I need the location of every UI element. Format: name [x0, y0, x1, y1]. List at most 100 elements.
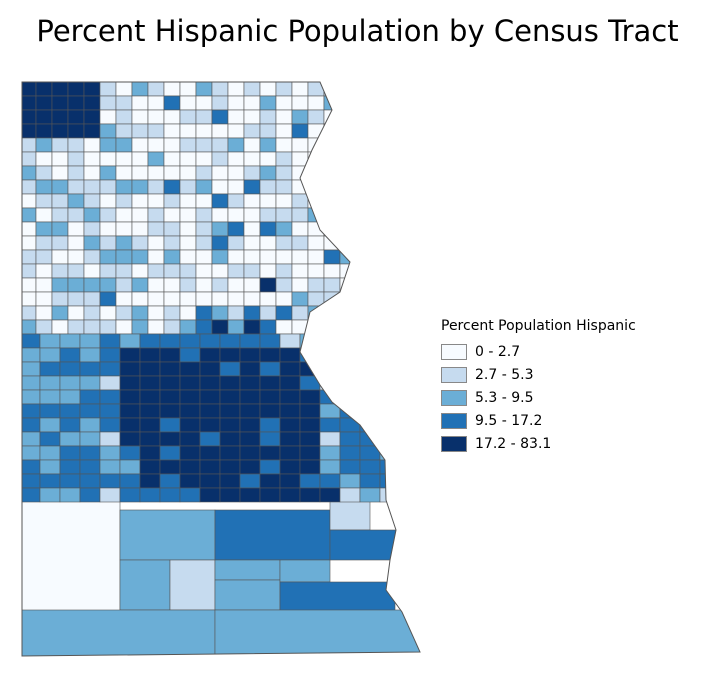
- census-tract[interactable]: [51, 319, 69, 335]
- census-tract[interactable]: [291, 291, 309, 307]
- census-tract[interactable]: [59, 403, 81, 419]
- census-tract[interactable]: [371, 193, 389, 209]
- census-tract[interactable]: [147, 82, 165, 97]
- census-tract[interactable]: [35, 277, 53, 293]
- census-tract[interactable]: [307, 263, 325, 279]
- census-tract[interactable]: [307, 179, 325, 195]
- census-tract[interactable]: [227, 207, 245, 223]
- census-tract[interactable]: [147, 165, 165, 181]
- census-tract[interactable]: [83, 319, 101, 335]
- census-tract[interactable]: [119, 459, 141, 475]
- census-tract[interactable]: [275, 151, 293, 167]
- census-tract[interactable]: [219, 487, 241, 503]
- census-tract[interactable]: [199, 347, 221, 363]
- census-tract[interactable]: [371, 207, 389, 223]
- census-tract[interactable]: [211, 165, 229, 181]
- census-tract[interactable]: [119, 417, 141, 433]
- census-tract[interactable]: [20, 487, 41, 503]
- census-tract[interactable]: [147, 109, 165, 125]
- census-tract[interactable]: [119, 487, 141, 503]
- census-tract[interactable]: [51, 305, 69, 321]
- census-tract[interactable]: [371, 277, 389, 293]
- census-tract[interactable]: [323, 137, 341, 153]
- census-tract[interactable]: [35, 179, 53, 195]
- census-tract[interactable]: [355, 277, 373, 293]
- census-tract[interactable]: [339, 179, 357, 195]
- census-tract[interactable]: [359, 333, 381, 349]
- census-tract[interactable]: [67, 123, 85, 139]
- census-tract[interactable]: [115, 193, 133, 209]
- census-tract[interactable]: [39, 487, 61, 503]
- census-tract[interactable]: [83, 82, 101, 97]
- census-tract[interactable]: [299, 487, 321, 503]
- census-tract[interactable]: [83, 193, 101, 209]
- census-tract[interactable]: [115, 305, 133, 321]
- census-tract[interactable]: [163, 95, 181, 111]
- census-tract[interactable]: [279, 431, 301, 447]
- census-tract[interactable]: [299, 473, 321, 489]
- census-tract[interactable]: [20, 609, 216, 660]
- census-tract[interactable]: [131, 235, 149, 251]
- census-tract[interactable]: [179, 319, 197, 335]
- census-tract[interactable]: [147, 235, 165, 251]
- census-tract[interactable]: [99, 137, 117, 153]
- census-tract[interactable]: [20, 347, 41, 363]
- census-tract[interactable]: [20, 361, 41, 377]
- census-tract[interactable]: [159, 361, 181, 377]
- census-tract[interactable]: [179, 137, 197, 153]
- census-tract[interactable]: [163, 277, 181, 293]
- census-tract[interactable]: [67, 291, 85, 307]
- census-tract[interactable]: [99, 123, 117, 139]
- census-tract[interactable]: [339, 82, 357, 97]
- census-tract[interactable]: [79, 487, 101, 503]
- census-tract[interactable]: [319, 361, 341, 377]
- census-tract[interactable]: [195, 207, 213, 223]
- census-tract[interactable]: [323, 179, 341, 195]
- census-tract[interactable]: [79, 473, 101, 489]
- census-tract[interactable]: [299, 417, 321, 433]
- census-tract[interactable]: [279, 347, 301, 363]
- census-tract[interactable]: [387, 221, 405, 237]
- census-tract[interactable]: [371, 249, 389, 265]
- census-tract[interactable]: [35, 165, 53, 181]
- census-tract[interactable]: [59, 361, 81, 377]
- census-tract[interactable]: [147, 319, 165, 335]
- census-tract[interactable]: [211, 221, 229, 237]
- census-tract[interactable]: [275, 207, 293, 223]
- census-tract[interactable]: [195, 221, 213, 237]
- census-tract[interactable]: [211, 235, 229, 251]
- census-tract[interactable]: [214, 579, 281, 611]
- census-tract[interactable]: [379, 347, 401, 363]
- census-tract[interactable]: [59, 473, 81, 489]
- census-tract[interactable]: [39, 445, 61, 461]
- census-tract[interactable]: [99, 333, 121, 349]
- census-tract[interactable]: [163, 109, 181, 125]
- census-tract[interactable]: [195, 277, 213, 293]
- census-tract[interactable]: [239, 375, 261, 391]
- census-tract[interactable]: [227, 235, 245, 251]
- census-tract[interactable]: [355, 82, 373, 97]
- census-tract[interactable]: [299, 431, 321, 447]
- census-tract[interactable]: [219, 431, 241, 447]
- census-tract[interactable]: [299, 403, 321, 419]
- census-tract[interactable]: [275, 193, 293, 209]
- census-tract[interactable]: [199, 459, 221, 475]
- census-tract[interactable]: [355, 179, 373, 195]
- census-tract[interactable]: [319, 389, 341, 405]
- census-tract[interactable]: [339, 445, 361, 461]
- census-tract[interactable]: [259, 109, 277, 125]
- census-tract[interactable]: [329, 529, 401, 561]
- census-tract[interactable]: [359, 361, 381, 377]
- census-tract[interactable]: [243, 221, 261, 237]
- census-tract[interactable]: [119, 403, 141, 419]
- census-tract[interactable]: [35, 151, 53, 167]
- census-tract[interactable]: [67, 277, 85, 293]
- census-tract[interactable]: [119, 445, 141, 461]
- census-tract[interactable]: [387, 319, 405, 335]
- census-tract[interactable]: [35, 291, 53, 307]
- census-tract[interactable]: [323, 151, 341, 167]
- census-tract[interactable]: [67, 193, 85, 209]
- census-tract[interactable]: [115, 179, 133, 195]
- census-tract[interactable]: [323, 193, 341, 209]
- census-tract[interactable]: [259, 473, 281, 489]
